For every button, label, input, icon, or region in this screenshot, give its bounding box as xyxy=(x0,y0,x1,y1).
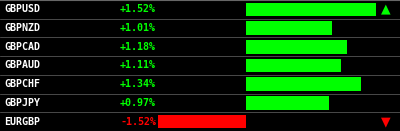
Text: +1.01%: +1.01% xyxy=(120,23,156,33)
Bar xyxy=(246,77,361,91)
Bar xyxy=(246,40,347,54)
Bar xyxy=(246,3,376,16)
Text: GBPNZD: GBPNZD xyxy=(4,23,40,33)
Bar xyxy=(246,96,329,110)
Bar xyxy=(158,115,246,128)
Text: +1.34%: +1.34% xyxy=(120,79,156,89)
Text: +0.97%: +0.97% xyxy=(120,98,156,108)
Text: GBPCHF: GBPCHF xyxy=(4,79,40,89)
Text: GBPCAD: GBPCAD xyxy=(4,42,40,52)
Text: GBPUSD: GBPUSD xyxy=(4,4,40,14)
Text: ▲: ▲ xyxy=(381,3,391,16)
Text: +1.18%: +1.18% xyxy=(120,42,156,52)
Text: -1.52%: -1.52% xyxy=(120,117,156,127)
Text: GBPAUD: GBPAUD xyxy=(4,61,40,70)
Bar xyxy=(246,21,332,35)
Text: ▼: ▼ xyxy=(381,115,391,128)
Text: GBPJPY: GBPJPY xyxy=(4,98,40,108)
Text: +1.11%: +1.11% xyxy=(120,61,156,70)
Text: +1.52%: +1.52% xyxy=(120,4,156,14)
Bar xyxy=(246,59,341,72)
Text: EURGBP: EURGBP xyxy=(4,117,40,127)
